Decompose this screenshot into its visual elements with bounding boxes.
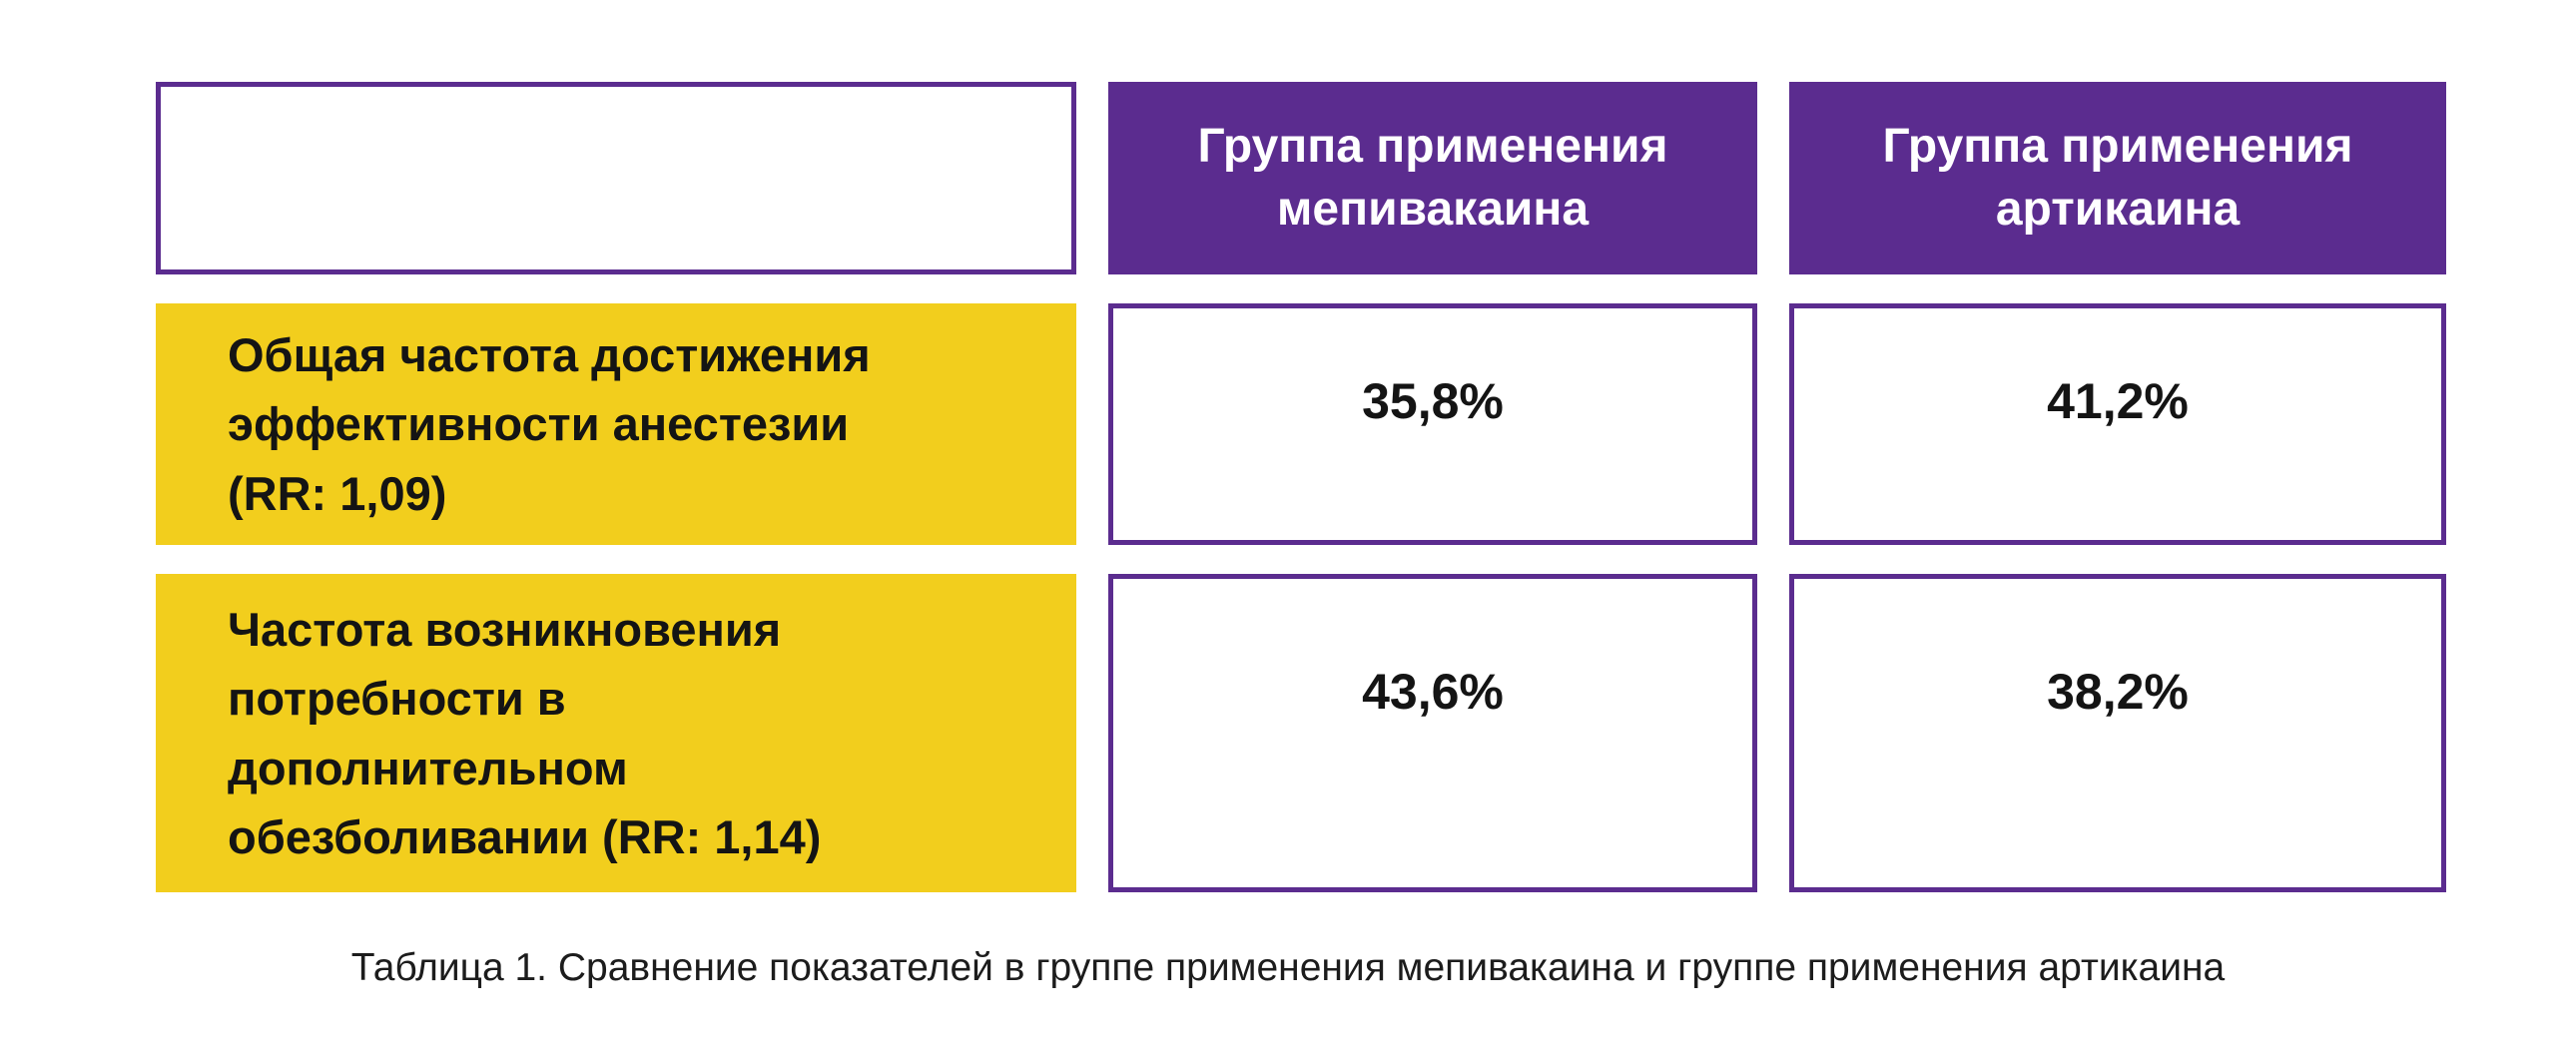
row-label-anesthesia-efficacy: Общая частота достижения эффективности а… [156,303,1076,545]
value-articaine-efficacy: 41,2% [1789,303,2446,545]
header-articaine-group: Группа применения артикаина [1789,82,2446,274]
value-mepivacaine-need: 43,6% [1108,574,1757,892]
row-label-additional-anesthesia-need: Частота возникновения потребности в допо… [156,574,1076,892]
table-caption: Таблица 1. Сравнение показателей в групп… [350,946,2226,989]
header-mepivacaine-group: Группа применения мепивакаина [1108,82,1757,274]
corner-cell [156,82,1076,274]
value-articaine-need: 38,2% [1789,574,2446,892]
comparison-table: Группа применения мепивакаина Группа при… [156,82,2446,892]
value-mepivacaine-efficacy: 35,8% [1108,303,1757,545]
